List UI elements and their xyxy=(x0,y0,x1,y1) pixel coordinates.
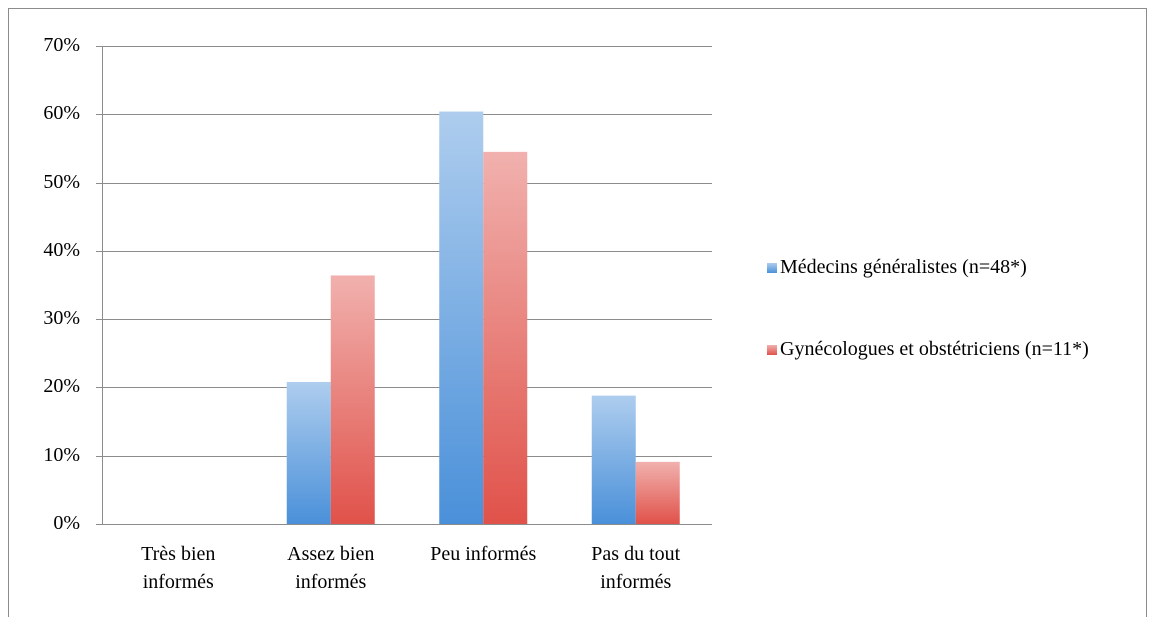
y-tick-label: 30% xyxy=(43,307,80,329)
y-tick-label: 40% xyxy=(43,239,80,261)
legend-swatch xyxy=(767,263,777,273)
y-tick-label: 60% xyxy=(43,102,80,124)
bar xyxy=(286,381,331,524)
legend-swatch xyxy=(767,345,777,355)
y-tick-label: 0% xyxy=(53,512,80,534)
y-tick-label: 20% xyxy=(43,375,80,397)
bar xyxy=(330,275,375,524)
y-tick-label: 70% xyxy=(43,34,80,56)
x-tick-label: Assez bien informés xyxy=(287,543,375,593)
y-tick-label: 50% xyxy=(43,171,80,193)
bar xyxy=(439,111,484,524)
frame xyxy=(8,8,1147,617)
x-tick-label: Pas du tout informés xyxy=(591,543,681,593)
legend-label: Gynécologues et obstétriciens (n=11*) xyxy=(780,338,1089,360)
bar xyxy=(591,395,636,524)
x-tick-label: Peu informés xyxy=(430,543,537,565)
y-tick-label: 10% xyxy=(43,444,80,466)
bar xyxy=(635,461,680,524)
legend-label: Médecins généralistes (n=48*) xyxy=(780,256,1027,278)
bar xyxy=(483,151,528,525)
x-tick-label: Très bien informés xyxy=(141,543,216,593)
